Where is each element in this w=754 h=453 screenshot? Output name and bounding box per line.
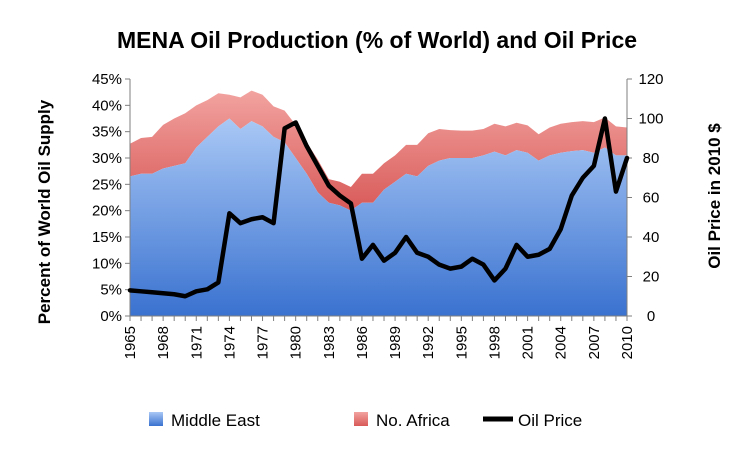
legend-swatch-no-africa — [354, 412, 368, 426]
y-tick-label: 0% — [100, 308, 122, 325]
x-tick-label: 2010 — [619, 326, 636, 359]
legend: Middle East No. Africa Oil Price — [149, 411, 582, 430]
oil-price-line — [127, 116, 630, 299]
y-tick-label: 35% — [92, 124, 122, 141]
axes: 0% 5% 10% 15% 20% 25% 30% 35% 40% 45% 0 20 40 60 80 100… — [92, 71, 664, 359]
x-tick-label: 1974 — [221, 326, 238, 359]
y2-tick-label: 120 — [638, 71, 663, 88]
x-tick-label: 1968 — [155, 326, 172, 359]
x-tick-label: 2007 — [586, 326, 603, 359]
y2-tick-label: 40 — [643, 229, 660, 246]
y-tick-label: 40% — [92, 97, 122, 114]
y-tick-label: 15% — [92, 229, 122, 246]
y-tick-label: 30% — [92, 150, 122, 167]
legend-label-middle-east: Middle East — [171, 411, 260, 430]
legend-label-no-africa: No. Africa — [376, 411, 450, 430]
y2-axis-title: Oil Price in 2010 $ — [705, 123, 724, 269]
plot-areas — [130, 90, 627, 316]
x-tick-label: 2001 — [520, 326, 537, 359]
chart-title: MENA Oil Production (% of World) and Oil… — [117, 27, 637, 53]
x-tick-label: 1983 — [321, 326, 338, 359]
area-middle-east — [130, 118, 627, 316]
x-tick-label: 2004 — [553, 326, 570, 359]
x-tick-label: 1977 — [255, 326, 272, 359]
y-tick-label: 25% — [92, 176, 122, 193]
y2-tick-label: 0 — [647, 308, 655, 325]
x-tick-label: 1989 — [387, 326, 404, 359]
area-no-africa — [130, 90, 627, 211]
x-tick-label: 1971 — [188, 326, 205, 359]
y2-tick-label: 80 — [643, 150, 660, 167]
x-tick-label: 1965 — [122, 326, 139, 359]
y2-tick-label: 100 — [638, 111, 663, 128]
y-tick-label: 45% — [92, 71, 122, 88]
x-tick-label: 1986 — [354, 326, 371, 359]
price-line-group — [127, 116, 630, 299]
y2-tick-label: 20 — [643, 269, 660, 286]
y-tick-label: 20% — [92, 203, 122, 220]
y-tick-label: 5% — [100, 282, 122, 299]
legend-swatch-middle-east — [149, 412, 163, 426]
legend-label-oil-price: Oil Price — [518, 411, 582, 430]
y-tick-label: 10% — [92, 255, 122, 272]
x-tick-label: 1998 — [486, 326, 503, 359]
y2-tick-label: 60 — [643, 190, 660, 207]
y-axis-title: Percent of World Oil Supply — [35, 99, 54, 324]
x-tick-label: 1980 — [288, 326, 305, 359]
x-tick-label: 1992 — [420, 326, 437, 359]
x-tick-label: 1995 — [453, 326, 470, 359]
